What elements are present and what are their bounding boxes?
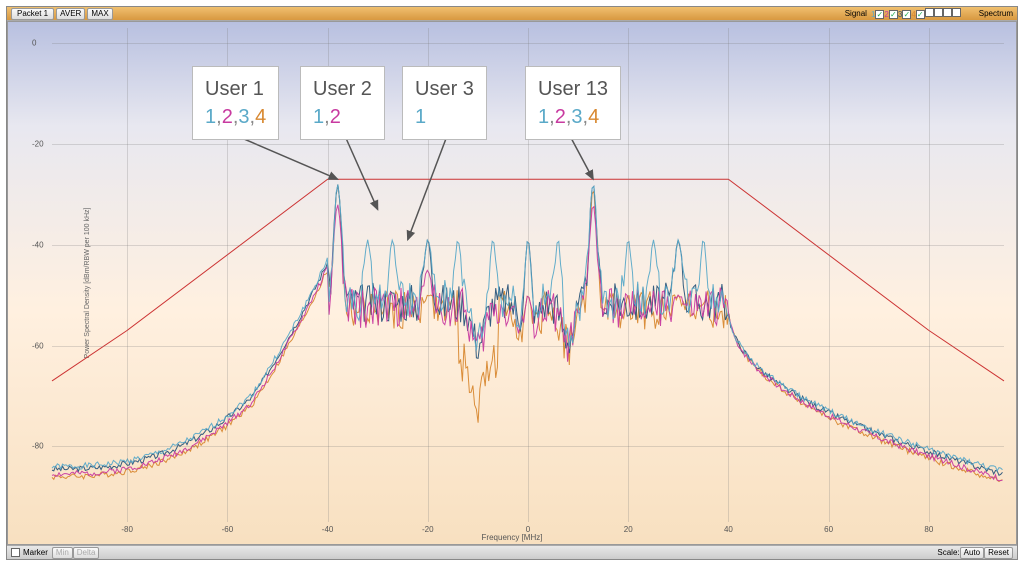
callout-user: User 31 [402, 66, 487, 140]
xtick: 0 [526, 525, 530, 534]
aver-button[interactable]: AVER [56, 8, 85, 20]
signal-legend: Signal 1✓2✓3✓4✓ Spectrum [845, 8, 1013, 19]
signal-label: Signal [845, 9, 867, 18]
y-axis-label: Power Spectral Density [dBm/RBW per 100 … [84, 208, 91, 359]
ytick: -60 [32, 341, 44, 350]
marker-label: Marker [23, 548, 48, 557]
delta-button[interactable]: Delta [73, 547, 100, 559]
signal-checkbox-5[interactable] [925, 8, 934, 17]
spectrum-label: Spectrum [979, 9, 1013, 18]
xtick: -40 [322, 525, 334, 534]
app-frame: Packet 1 AVER MAX Signal 1✓2✓3✓4✓ Spectr… [6, 6, 1018, 560]
xtick: -80 [121, 525, 133, 534]
bottombar: Marker Min Delta Scale: Auto Reset [7, 545, 1017, 559]
signal-checkbox-8[interactable] [952, 8, 961, 17]
signal-checkbox-6[interactable] [934, 8, 943, 17]
xtick: 60 [824, 525, 833, 534]
ytick: -20 [32, 139, 44, 148]
xtick: -20 [422, 525, 434, 534]
ytick: -40 [32, 240, 44, 249]
auto-button[interactable]: Auto [960, 547, 984, 559]
callout-user: User 131,2,3,4 [525, 66, 621, 140]
signal-checkbox-2[interactable]: ✓ [889, 10, 898, 19]
min-button[interactable]: Min [52, 547, 73, 559]
xtick: 80 [924, 525, 933, 534]
plot-area: Power Spectral Density [dBm/RBW per 100 … [7, 21, 1017, 545]
topbar: Packet 1 AVER MAX Signal 1✓2✓3✓4✓ Spectr… [7, 7, 1017, 21]
xtick: 40 [724, 525, 733, 534]
xtick: -60 [222, 525, 234, 534]
packet-button[interactable]: Packet 1 [11, 8, 54, 20]
scale-label: Scale: [937, 548, 959, 557]
ytick: -80 [32, 442, 44, 451]
chart-svg [8, 22, 1016, 544]
x-axis-label: Frequency [MHz] [482, 533, 543, 542]
ytick: 0 [32, 39, 36, 48]
callout-user: User 11,2,3,4 [192, 66, 279, 140]
reset-button[interactable]: Reset [984, 547, 1013, 559]
max-button[interactable]: MAX [87, 8, 112, 20]
signal-checkbox-7[interactable] [943, 8, 952, 17]
signal-checkbox-4[interactable]: ✓ [916, 10, 925, 19]
callout-user: User 21,2 [300, 66, 385, 140]
marker-checkbox[interactable] [11, 548, 20, 557]
signal-checkbox-3[interactable]: ✓ [902, 10, 911, 19]
xtick: 20 [624, 525, 633, 534]
